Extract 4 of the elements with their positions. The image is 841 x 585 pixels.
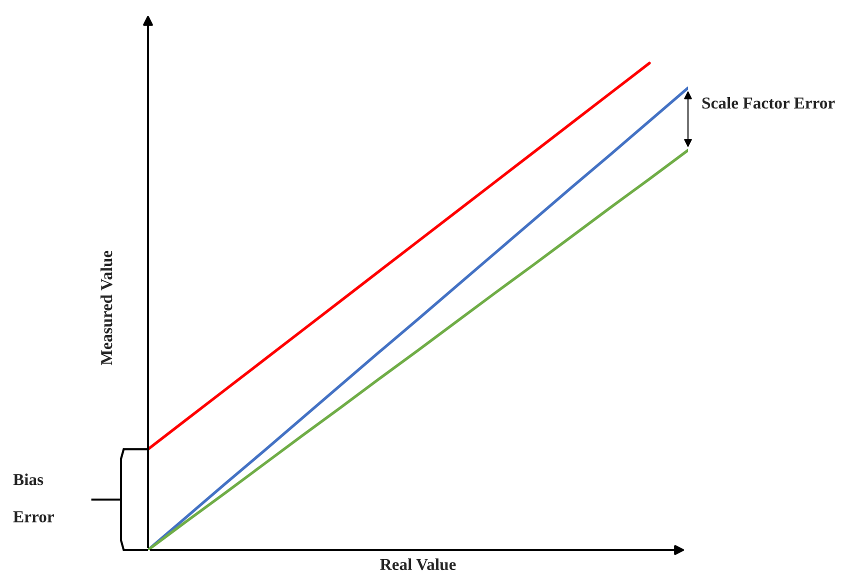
text: Bias Error: [13, 473, 54, 522]
y-axis-title: Measured Value: [100, 250, 112, 366]
x-axis-title: Real Value: [380, 558, 456, 570]
annotation: Scale Factor Error: [702, 96, 835, 109]
